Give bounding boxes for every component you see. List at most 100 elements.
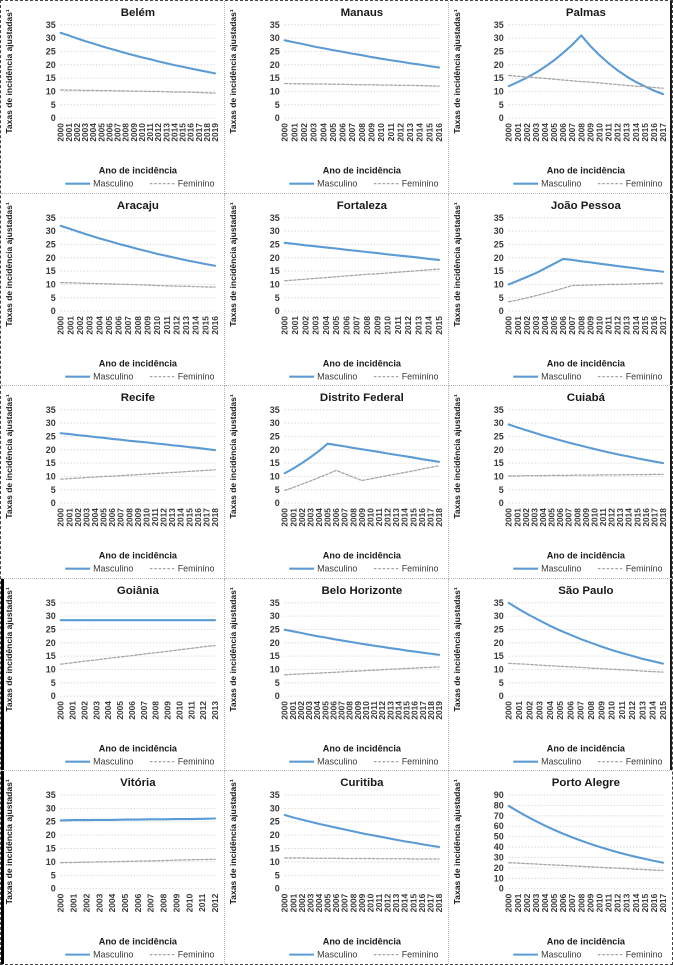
svg-text:2001: 2001: [69, 894, 79, 913]
svg-text:5: 5: [275, 485, 280, 495]
line-chart-distrito-federal: Distrito Federal 0 5 10 15 20 25 30 35 Taxas de i…: [228, 392, 444, 574]
svg-text:2005: 2005: [320, 701, 330, 720]
svg-text:2011: 2011: [369, 701, 379, 719]
svg-text:2000: 2000: [504, 315, 514, 334]
x-axis-title: Ano de incidência: [547, 358, 626, 368]
svg-text:5: 5: [51, 678, 56, 688]
series-masculino: [283, 628, 441, 656]
svg-text:2005: 2005: [549, 123, 559, 142]
y-axis-title: Taxas de incidência ajustadas¹: [4, 780, 14, 905]
svg-text:2014: 2014: [176, 508, 186, 527]
x-axis-title: Ano de incidência: [547, 166, 626, 176]
svg-text:2001: 2001: [288, 701, 298, 720]
legend: Masculino Feminino: [289, 756, 439, 766]
svg-text:35: 35: [270, 405, 280, 415]
chart-title: Aracaju: [117, 199, 159, 211]
svg-text:2009: 2009: [133, 508, 143, 527]
svg-text:2007: 2007: [347, 123, 357, 142]
y-axis: 0 5 10 15 20 25 30 35: [46, 598, 216, 701]
svg-text:2011: 2011: [386, 123, 396, 141]
series-feminino: [60, 644, 216, 665]
series-feminino: [508, 662, 664, 673]
svg-text:2007: 2007: [564, 508, 574, 527]
svg-text:2003: 2003: [304, 701, 314, 720]
svg-text:2004: 2004: [545, 701, 555, 720]
svg-text:2001: 2001: [288, 508, 298, 527]
svg-text:2010: 2010: [184, 894, 194, 913]
y-axis: 0 5 10 15 20 25 30 35: [46, 790, 216, 894]
chart-belem: Belém 0 5 10 15 20 25 30 35 Taxas de incidência a…: [1, 1, 225, 194]
svg-text:2009: 2009: [585, 315, 595, 334]
legend: Masculino Feminino: [513, 371, 663, 381]
svg-text:2007: 2007: [139, 701, 149, 720]
svg-text:2009: 2009: [357, 894, 367, 913]
svg-text:2009: 2009: [357, 508, 367, 527]
svg-text:2011: 2011: [374, 508, 384, 526]
chart-distrito-federal: Distrito Federal 0 5 10 15 20 25 30 35 Taxas de i…: [225, 386, 449, 579]
svg-text:2005: 2005: [331, 315, 341, 334]
chart-manaus: Manaus 0 5 10 15 20 25 30 35 Taxas de incidência …: [225, 1, 449, 194]
svg-text:2008: 2008: [151, 701, 161, 720]
svg-text:2017: 2017: [649, 508, 659, 527]
svg-text:35: 35: [270, 790, 280, 800]
svg-text:35: 35: [494, 405, 504, 415]
svg-text:2000: 2000: [56, 508, 66, 527]
svg-text:2008: 2008: [121, 123, 131, 142]
chart-title: João Pessoa: [551, 199, 622, 211]
svg-text:2013: 2013: [167, 508, 177, 527]
svg-text:2006: 2006: [558, 894, 568, 913]
chart-title: Manaus: [341, 7, 384, 19]
line-chart-manaus: Manaus 0 5 10 15 20 25 30 35 Taxas de incidência …: [228, 7, 444, 189]
svg-text:2000: 2000: [504, 123, 514, 142]
svg-text:2006: 2006: [331, 508, 341, 527]
svg-text:2004: 2004: [538, 508, 548, 527]
svg-text:2012: 2012: [171, 315, 181, 334]
svg-text:2012: 2012: [613, 123, 623, 142]
svg-text:0: 0: [275, 306, 280, 316]
x-axis-title: Ano de incidência: [547, 744, 626, 754]
svg-text:25: 25: [46, 817, 56, 827]
svg-text:2011: 2011: [186, 701, 196, 719]
legend-label-masculino: Masculino: [93, 179, 133, 189]
svg-text:2001: 2001: [514, 701, 524, 720]
svg-text:2004: 2004: [88, 123, 98, 142]
y-axis: 0 5 10 15 20 25 30 35: [46, 405, 216, 508]
svg-text:0: 0: [51, 691, 56, 701]
svg-text:2004: 2004: [314, 508, 324, 527]
svg-text:2008: 2008: [133, 315, 143, 334]
svg-text:20: 20: [46, 445, 56, 455]
svg-text:2015: 2015: [408, 508, 418, 527]
series-masculino: [507, 257, 665, 286]
svg-text:0: 0: [275, 498, 280, 508]
svg-text:2003: 2003: [535, 701, 545, 720]
svg-text:35: 35: [46, 598, 56, 608]
svg-text:2004: 2004: [314, 894, 324, 913]
svg-text:15: 15: [46, 73, 56, 83]
series-masculino: [507, 34, 665, 96]
legend: Masculino Feminino: [289, 179, 439, 189]
svg-text:2003: 2003: [305, 508, 315, 527]
svg-text:2014: 2014: [415, 123, 425, 142]
series-masculino: [283, 39, 441, 69]
legend-label-masculino: Masculino: [541, 564, 581, 574]
svg-text:2007: 2007: [337, 701, 347, 720]
series-masculino: [59, 817, 217, 822]
svg-text:30: 30: [46, 418, 56, 428]
svg-text:2002: 2002: [299, 123, 309, 142]
svg-text:2010: 2010: [152, 315, 162, 334]
chart-title: Belo Horizonte: [322, 585, 403, 597]
chart-palmas: Palmas 0 5 10 15 20 25 30 35 Taxas de incidência …: [449, 1, 672, 194]
svg-text:2012: 2012: [613, 894, 623, 913]
svg-text:2001: 2001: [64, 123, 74, 142]
svg-text:2006: 2006: [558, 123, 568, 142]
svg-text:2006: 2006: [114, 315, 124, 334]
svg-text:2011: 2011: [604, 123, 614, 141]
svg-text:2007: 2007: [340, 894, 350, 913]
svg-text:35: 35: [46, 790, 56, 800]
svg-text:2014: 2014: [169, 123, 179, 142]
svg-text:5: 5: [275, 871, 280, 881]
svg-text:0: 0: [499, 113, 504, 123]
legend-label-feminino: Feminino: [402, 756, 439, 766]
